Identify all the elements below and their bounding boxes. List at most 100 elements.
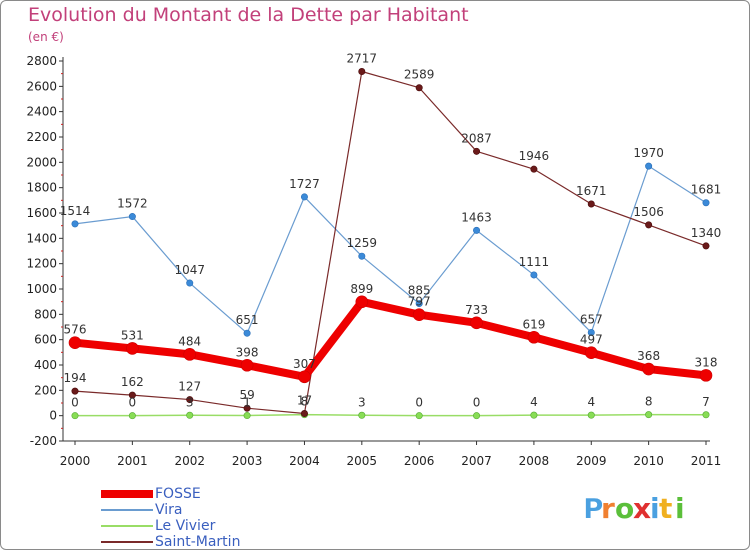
- x-tick-label: 2010: [633, 454, 664, 468]
- chart-unit-label: (en €): [28, 30, 64, 44]
- y-tick-label: 1600: [26, 206, 57, 220]
- data-label: 8: [301, 395, 309, 409]
- data-label: 0: [71, 396, 79, 410]
- data-label: 398: [236, 345, 259, 359]
- proxiti-logo: P r o x i t i: [583, 492, 685, 526]
- data-label: 1727: [289, 177, 320, 191]
- legend-label: Saint-Martin: [155, 534, 241, 550]
- data-point: [243, 329, 251, 337]
- chart-series-lines: [71, 70, 710, 417]
- data-label: 3: [358, 395, 366, 409]
- data-label: 484: [178, 334, 201, 348]
- data-label: 4: [587, 395, 595, 409]
- data-point: [412, 308, 426, 322]
- svg-text:i: i: [675, 492, 685, 525]
- data-point: [71, 412, 79, 420]
- data-point: [473, 412, 481, 420]
- y-tick-label: 400: [34, 358, 57, 372]
- data-label: 1047: [174, 263, 205, 277]
- x-tick-label: 2000: [60, 454, 91, 468]
- y-tick-label: 1000: [26, 282, 57, 296]
- data-label: 8: [645, 395, 653, 409]
- data-point: [645, 162, 653, 170]
- data-point: [527, 330, 541, 344]
- data-point: [128, 213, 136, 221]
- data-label: 2589: [404, 68, 435, 82]
- x-tick-label: 2005: [347, 454, 378, 468]
- data-label: 733: [465, 303, 488, 317]
- chart-axes: -200020040060080010001200140016001800200…: [26, 54, 721, 468]
- legend-label: Le Vivier: [155, 518, 216, 534]
- data-label: 318: [695, 355, 718, 369]
- data-label: 651: [236, 313, 259, 327]
- data-point: [642, 362, 655, 376]
- data-point: [584, 346, 598, 360]
- data-label: 307: [293, 357, 316, 371]
- data-label: 0: [129, 396, 137, 410]
- legend-label: FOSSE: [155, 486, 201, 502]
- data-point: [702, 199, 710, 207]
- data-label: 619: [522, 317, 545, 331]
- data-point: [240, 358, 254, 372]
- data-label: 1671: [576, 184, 607, 198]
- y-tick-label: 1800: [26, 181, 57, 195]
- data-point: [186, 396, 194, 404]
- data-label: 899: [350, 282, 373, 296]
- data-label: 0: [415, 396, 423, 410]
- data-label: 162: [121, 375, 144, 389]
- chart-title: Evolution du Montant de la Dette par Hab…: [28, 4, 469, 26]
- data-point: [645, 411, 653, 419]
- y-tick-label: 2000: [26, 155, 57, 169]
- x-tick-label: 2011: [691, 454, 722, 468]
- data-label: 1: [243, 396, 251, 410]
- data-point: [68, 336, 82, 350]
- x-tick-label: 2003: [232, 454, 263, 468]
- data-point: [358, 411, 366, 419]
- data-label: 1514: [60, 204, 91, 218]
- data-point: [470, 316, 483, 330]
- y-tick-label: 2400: [26, 105, 57, 119]
- data-label: 1681: [691, 183, 722, 197]
- x-tick-label: 2001: [117, 454, 148, 468]
- data-point: [702, 411, 710, 419]
- data-label: 17: [297, 394, 312, 408]
- y-tick-label: -200: [30, 434, 57, 448]
- data-label: 1340: [691, 226, 722, 240]
- legend-swatch: [101, 541, 153, 543]
- series-line-le-vivier: [74, 413, 707, 417]
- data-point: [702, 242, 710, 250]
- data-label: 1572: [117, 197, 148, 211]
- legend-swatch: [101, 509, 153, 511]
- data-point: [530, 271, 538, 279]
- data-point: [186, 279, 194, 287]
- y-tick-label: 800: [34, 307, 57, 321]
- data-point: [300, 193, 308, 201]
- data-point: [243, 404, 251, 412]
- svg-text:r: r: [601, 492, 615, 525]
- data-label: 194: [64, 371, 87, 385]
- y-tick-label: 2200: [26, 130, 57, 144]
- data-label: 1463: [461, 210, 492, 224]
- data-label: 1946: [519, 149, 550, 163]
- y-tick-label: 1200: [26, 257, 57, 271]
- data-label: 1259: [347, 236, 378, 250]
- data-point: [415, 412, 423, 420]
- data-point: [473, 147, 481, 155]
- legend-label: Vira: [155, 502, 183, 518]
- data-point: [587, 200, 595, 208]
- x-tick-label: 2002: [174, 454, 205, 468]
- data-point: [530, 165, 538, 173]
- data-point: [126, 342, 139, 355]
- y-tick-label: 1400: [26, 231, 57, 245]
- data-point: [71, 220, 79, 228]
- svg-text:P: P: [583, 492, 604, 525]
- data-label: 2087: [461, 131, 492, 145]
- data-label: 59: [239, 388, 254, 402]
- data-point: [645, 221, 653, 229]
- data-label: 797: [408, 295, 431, 309]
- data-point: [473, 226, 481, 234]
- data-point: [183, 348, 197, 361]
- legend-swatch: [101, 525, 153, 527]
- data-label: 497: [580, 333, 603, 347]
